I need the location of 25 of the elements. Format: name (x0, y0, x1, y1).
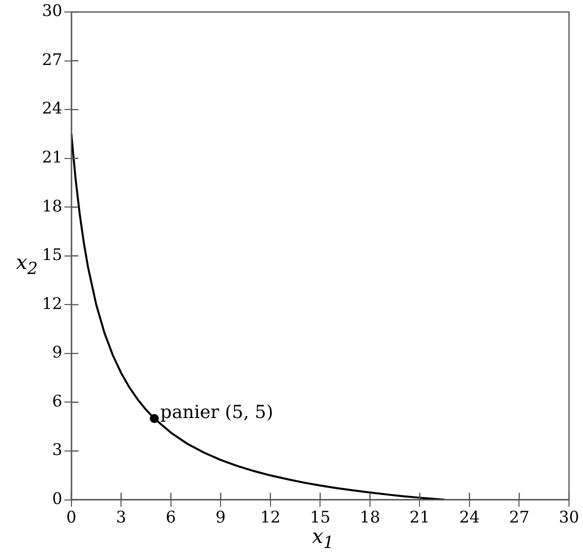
y-tick-label: 24 (42, 98, 62, 118)
x-tick-label: 30 (558, 508, 580, 527)
x-axis-title: x$_{1}$ (312, 524, 334, 552)
y-tick-label: 15 (42, 245, 62, 264)
x-tick-label: 27 (509, 508, 530, 527)
y-axis-title: x$_{2}$ (16, 250, 38, 278)
y-tick-label: 0 (52, 488, 62, 508)
y-tick-label: 9 (52, 342, 62, 362)
y-tick-label: 27 (42, 50, 62, 69)
x-tick-label: 15 (310, 508, 330, 527)
y-tick-label: 12 (42, 294, 62, 313)
x-tick-label: 3 (116, 508, 126, 527)
y-tick-label: 30 (42, 1, 62, 20)
x-tick-label: 6 (166, 508, 176, 527)
x-tick-label: 0 (66, 508, 76, 527)
x-tick-label: 9 (216, 508, 226, 527)
x-tick-label: 21 (410, 508, 430, 527)
annotation: panier (5, 5) (160, 402, 274, 424)
y-tick-label: 6 (52, 391, 62, 410)
y-tick-label: 18 (42, 196, 62, 216)
x-tick-label: 24 (459, 508, 480, 527)
y-tick-label: 3 (52, 440, 62, 460)
y-tick-label: 21 (42, 147, 62, 166)
x-tick-label: 12 (260, 508, 281, 527)
x-tick-label: 18 (360, 508, 380, 527)
